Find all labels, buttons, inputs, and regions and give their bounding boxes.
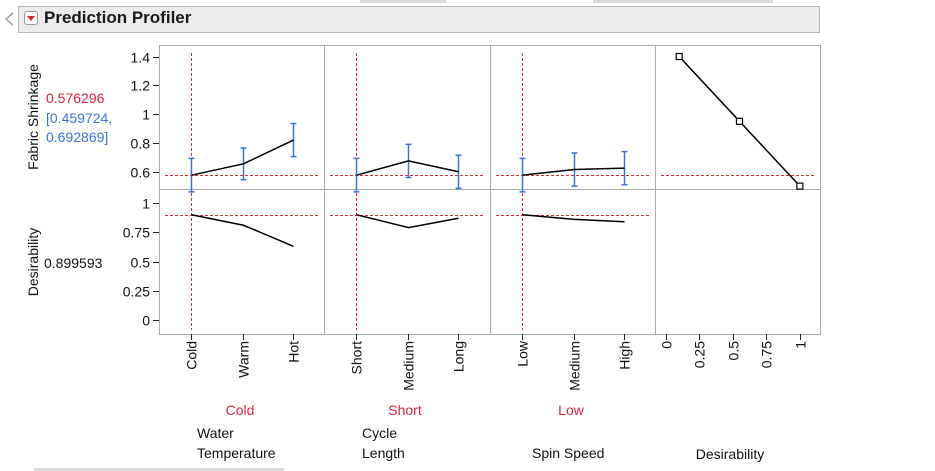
desirability-current-value: 0.899593	[44, 255, 103, 271]
factor-current-level: Low	[558, 402, 585, 418]
y-tick-label: 0.8	[131, 136, 151, 152]
x-tick-label: 0.5	[726, 341, 742, 361]
shrinkage-interval-text: 0.692869]	[46, 129, 108, 145]
panel-frame	[655, 45, 821, 190]
x-tick-label: Long	[451, 341, 467, 372]
x-tick-label: 1	[793, 341, 809, 349]
panel-frame	[490, 189, 656, 335]
factor-current-level: Cold	[226, 402, 255, 418]
y-tick-label: 0.75	[123, 225, 150, 241]
outline-header	[18, 6, 820, 33]
x-tick-label: Medium	[401, 341, 417, 391]
x-tick-label: Hot	[286, 341, 302, 363]
panel-frame	[159, 45, 325, 190]
desirability-function-handle	[735, 117, 744, 125]
y-tick-label: 1.4	[131, 50, 151, 66]
panel-frame	[324, 189, 491, 335]
top-strip-segment	[593, 0, 773, 3]
factor-name-line: Water	[197, 425, 234, 441]
bottom-strip	[34, 468, 284, 471]
y-tick-label: 0.5	[131, 255, 151, 271]
desirability-function-handle	[675, 52, 683, 61]
y-tick-label: 0.25	[123, 284, 150, 300]
top-strip	[0, 0, 935, 4]
panel-frame	[655, 189, 821, 335]
x-tick-label: 0.25	[692, 341, 708, 368]
shrinkage-profile-line	[522, 167, 625, 176]
factor-name-line: Cycle	[362, 425, 397, 441]
panel-frame	[324, 45, 491, 190]
factor-name-line: Length	[362, 445, 405, 461]
y-tick-label: 1	[142, 196, 150, 212]
y-tick-label: 1.2	[131, 78, 151, 94]
shrinkage-current-value: 0.576296	[46, 90, 105, 106]
y-tick-label: 0.6	[131, 165, 151, 181]
x-tick-label: Low	[515, 340, 531, 367]
shrinkage-profile-line	[356, 160, 459, 176]
response-label-desirability: Desirability	[25, 228, 41, 296]
x-tick-label: Cold	[184, 341, 200, 370]
x-tick-label: High	[617, 341, 633, 370]
panel-frame	[490, 45, 656, 190]
response-label-fabric-shrinkage: Fabric Shrinkage	[25, 64, 41, 170]
desirability-profile-line	[522, 213, 625, 223]
desirability-function-handle	[796, 182, 804, 190]
desirability-profile-line	[191, 213, 294, 247]
x-tick-label: 0	[659, 341, 675, 349]
desirability-profile-line	[356, 213, 459, 229]
y-tick-label: 0	[142, 313, 150, 329]
x-tick-label: 0.75	[759, 341, 775, 368]
factor-name-line: Temperature	[197, 445, 276, 461]
page-title: Prediction Profiler	[44, 8, 192, 27]
x-tick-label: Medium	[567, 341, 583, 391]
top-strip-segment	[360, 0, 446, 3]
shrinkage-interval-text: [0.459724,	[46, 110, 112, 126]
shrinkage-profile-line	[191, 139, 294, 176]
x-tick-label: Warm	[236, 341, 252, 378]
factor-name-line: Spin Speed	[532, 445, 604, 461]
disclosure-triangle-icon[interactable]	[5, 12, 13, 26]
red-triangle-menu-icon[interactable]	[24, 11, 38, 25]
desirability-axis-label: Desirability	[696, 446, 764, 462]
factor-current-level: Short	[388, 402, 422, 418]
x-tick-label: Short	[349, 341, 365, 375]
panel-frame	[159, 189, 325, 335]
y-tick-label: 1	[142, 107, 150, 123]
